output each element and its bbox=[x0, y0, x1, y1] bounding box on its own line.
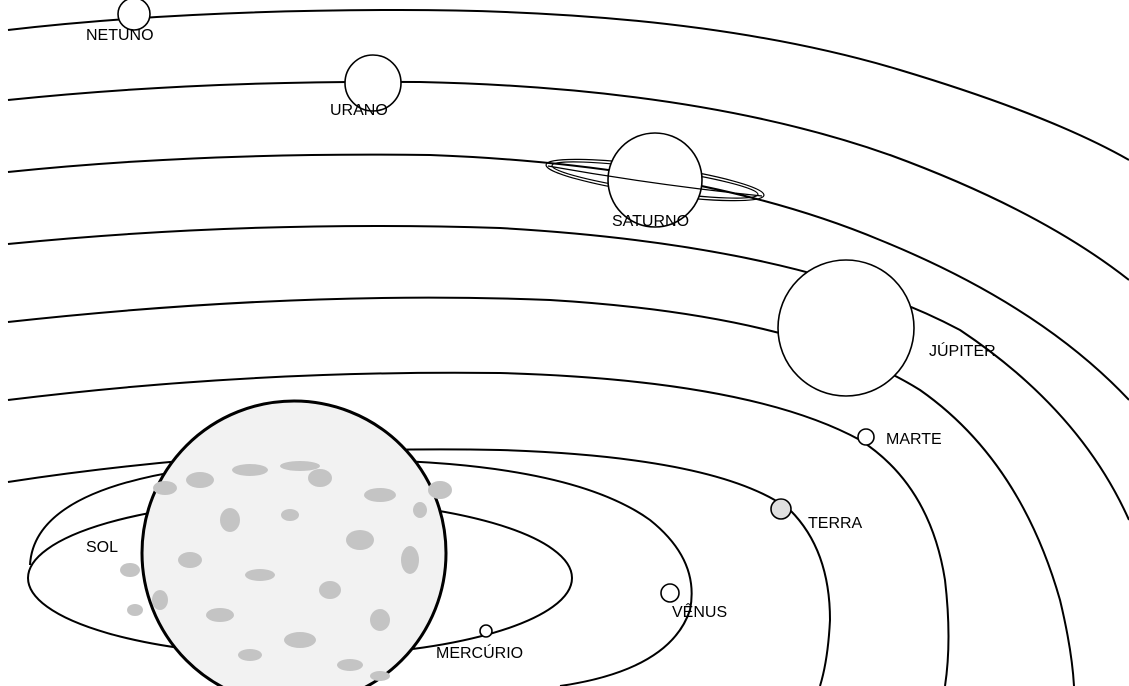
mercury-icon bbox=[479, 624, 493, 638]
label-sun: SOL bbox=[86, 539, 118, 556]
label-earth: TERRA bbox=[808, 515, 863, 532]
sun-icon bbox=[120, 399, 452, 686]
orbit-earth bbox=[7, 371, 950, 686]
label-neptune: NETUNO bbox=[86, 27, 154, 44]
uranus-icon bbox=[344, 54, 402, 112]
label-saturn: SATURNO bbox=[612, 213, 689, 230]
label-mars: MARTE bbox=[886, 431, 942, 448]
mars-icon bbox=[857, 428, 875, 446]
orbit-jupiter bbox=[7, 225, 1129, 521]
label-mercury: MERCÚRIO bbox=[436, 643, 523, 662]
orbit-venus-loop bbox=[29, 458, 693, 686]
jupiter-icon bbox=[777, 259, 915, 397]
label-jupiter: JÚPITER bbox=[929, 341, 996, 360]
label-venus: VÊNUS bbox=[672, 602, 727, 621]
sun-spots bbox=[120, 461, 452, 681]
venus-icon bbox=[660, 583, 680, 603]
neptune-icon bbox=[117, 0, 151, 31]
orbit-uranus bbox=[7, 80, 1129, 281]
saturn-icon bbox=[545, 132, 765, 228]
orbit-saturn bbox=[7, 153, 1129, 401]
label-uranus: URANO bbox=[330, 102, 388, 119]
orbit-neptune bbox=[7, 8, 1129, 161]
earth-icon bbox=[770, 498, 792, 520]
